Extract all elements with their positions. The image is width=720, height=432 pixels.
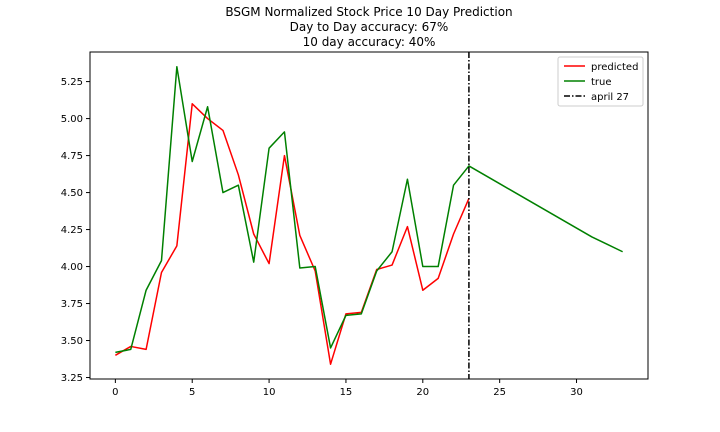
title-line-3: 10 day accuracy: 40% — [303, 35, 436, 49]
x-tick-label: 5 — [189, 387, 195, 398]
plot-layer — [114, 52, 623, 379]
y-tick-label: 4.75 — [61, 151, 83, 162]
y-tick-label: 3.75 — [61, 299, 83, 310]
y-tick-label: 4.00 — [61, 262, 83, 273]
title-line-2: Day to Day accuracy: 67% — [290, 20, 449, 34]
series-line-predicted — [114, 103, 470, 365]
y-axis: 3.25 3.50 3.75 4.00 4.25 4.50 4.75 5.00 5.25 — [61, 77, 90, 384]
x-axis: 0 5 10 15 20 25 30 — [112, 379, 583, 398]
x-tick-label: 15 — [340, 387, 353, 398]
plot-frame — [89, 51, 649, 380]
x-tick-label: 10 — [263, 387, 276, 398]
legend: predicted true april 27 — [557, 56, 644, 107]
title-line-1: BSGM Normalized Stock Price 10 Day Predi… — [225, 5, 512, 19]
x-tick-label: 20 — [416, 387, 429, 398]
y-tick-label: 3.50 — [61, 336, 83, 347]
x-tick-label: 0 — [112, 387, 118, 398]
y-tick-label: 4.25 — [61, 225, 83, 236]
x-tick-label: 25 — [493, 387, 506, 398]
legend-label-true: true — [591, 77, 612, 88]
y-tick-label: 3.25 — [61, 373, 83, 384]
x-tick-label: 30 — [570, 387, 583, 398]
legend-box — [557, 56, 644, 107]
y-tick-label: 5.25 — [61, 77, 83, 88]
series-line-true — [115, 66, 623, 354]
legend-label-predicted: predicted — [591, 62, 638, 73]
legend-label-april-27: april 27 — [591, 92, 629, 103]
chart-title: BSGM Normalized Stock Price 10 Day Predi… — [225, 5, 512, 49]
y-tick-label: 5.00 — [61, 114, 83, 125]
y-tick-label: 4.50 — [61, 188, 83, 199]
